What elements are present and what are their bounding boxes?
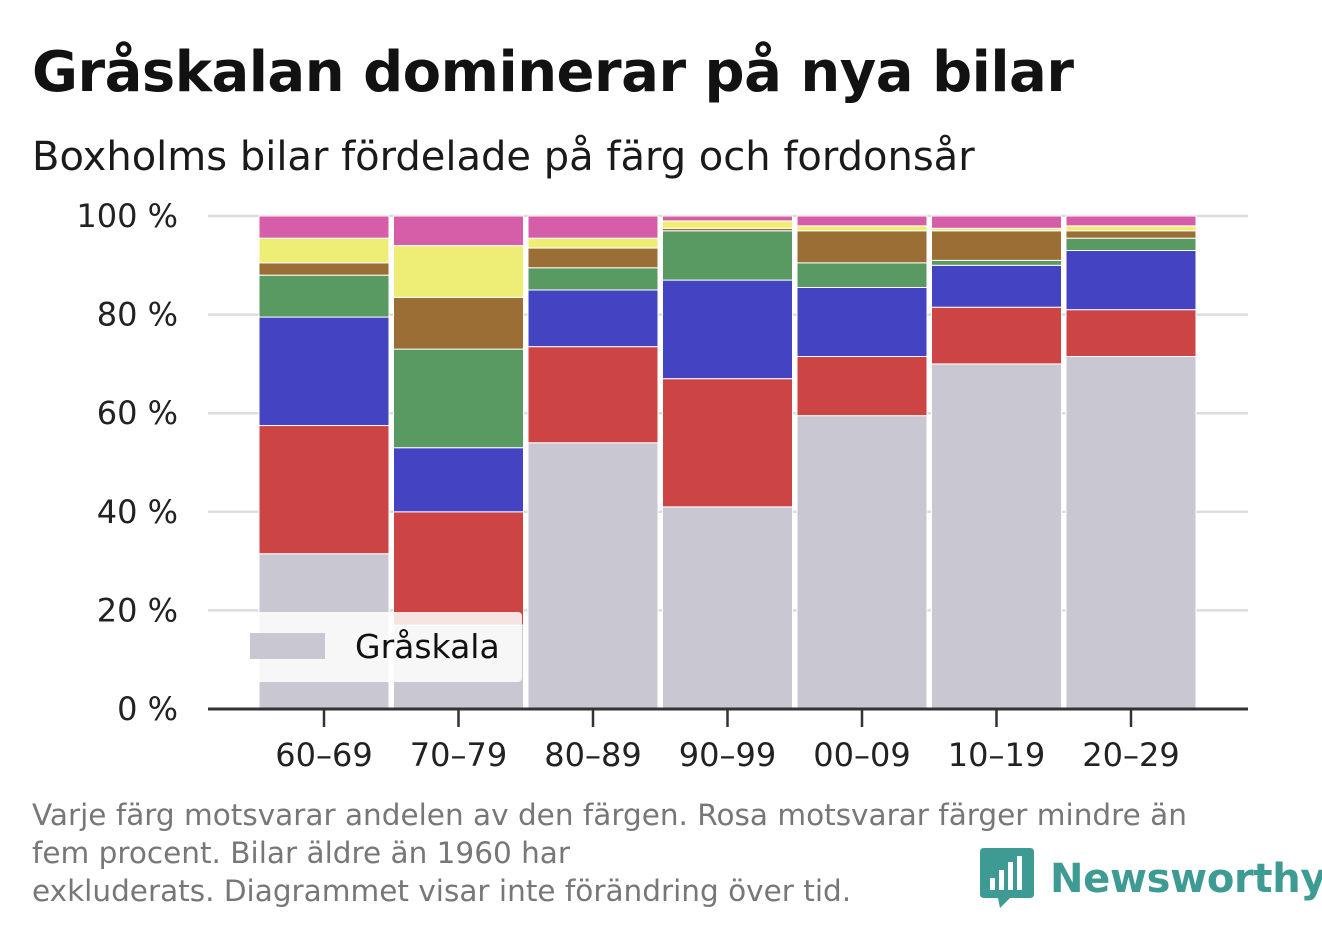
bar-segment [1065, 356, 1197, 710]
bar-segment [527, 247, 659, 269]
bar-segment [1065, 225, 1197, 232]
x-tick-label: 60–69 [275, 736, 372, 774]
x-tick-label: 90–99 [679, 736, 776, 774]
bar-segment [393, 215, 524, 247]
bar-segment [796, 415, 928, 710]
bar-segment [393, 511, 524, 626]
y-tick-label: 80 % [97, 296, 178, 334]
bar-segment [796, 230, 928, 264]
legend: Gråskala [230, 612, 522, 682]
bar-segment [796, 356, 928, 417]
legend-swatch-graskala [250, 633, 325, 659]
bar-segment [527, 289, 659, 348]
bar-segment [1065, 215, 1197, 227]
newsworthy-logo: Newsworthy [980, 848, 1322, 910]
bar-segment [931, 264, 1062, 308]
x-tick-label: 70–79 [410, 736, 507, 774]
bar-segment [393, 348, 524, 449]
bar-segment [527, 442, 659, 710]
newsworthy-logo-icon [980, 848, 1034, 908]
x-axis-tick-labels: 60–69 70–79 80–89 90–99 00–09 10–19 20–29 [275, 736, 1179, 774]
bar-segment [931, 215, 1062, 229]
bar-segment [258, 262, 390, 276]
bar-segment [931, 306, 1062, 365]
bar-segment [1065, 309, 1197, 358]
bar-segment [527, 215, 659, 239]
bar-segment [258, 316, 390, 427]
y-tick-label: 100 % [76, 197, 178, 235]
stacked-bar-chart: 0 % 20 % 40 % 60 % 80 % 100 % 60–69 70–79 80–89… [76, 197, 1248, 774]
footnote-line-1: Varje färg motsvarar andelen av den färg… [32, 798, 1187, 832]
y-tick-label: 20 % [97, 591, 178, 629]
bar-segment [796, 225, 928, 232]
y-tick-label: 0 % [117, 690, 178, 728]
y-tick-label: 40 % [97, 493, 178, 531]
chart-subtitle: Boxholms bilar fördelade på färg och for… [32, 134, 975, 180]
bar-segment [393, 296, 524, 350]
y-axis-tick-labels: 0 % 20 % 40 % 60 % 80 % 100 % [76, 197, 178, 728]
bar-segment [527, 237, 659, 249]
bar-segment [662, 230, 793, 281]
legend-label-graskala: Gråskala [355, 627, 500, 666]
x-tick-label: 80–89 [544, 736, 641, 774]
bar-segment [527, 346, 659, 444]
bar-segment [258, 425, 390, 555]
bar-segment [796, 262, 928, 288]
logo-text: Newsworthy [1050, 856, 1322, 902]
bar-segment [258, 237, 390, 264]
bar-segment [796, 215, 928, 227]
x-tick-label: 00–09 [813, 736, 910, 774]
footnote-line-2: fem procent. Bilar äldre än 1960 har [32, 836, 571, 870]
bar-segment [527, 267, 659, 291]
bar-segment [393, 447, 524, 513]
bar-segment [931, 230, 1062, 261]
y-tick-label: 60 % [97, 394, 178, 432]
bar-segment [662, 506, 793, 710]
x-tick-label: 20–29 [1082, 736, 1179, 774]
bar-segment [393, 245, 524, 298]
bar-segment [931, 363, 1062, 710]
x-axis [208, 707, 1248, 727]
bar-segment [662, 215, 793, 222]
bar-segment [662, 378, 793, 508]
bar-segment [662, 220, 793, 229]
bar-segment [1065, 230, 1197, 239]
bar-segment [258, 274, 390, 318]
footnote-line-3: exkluderats. Diagrammet visar inte förän… [32, 874, 852, 908]
bar-segment [931, 259, 1062, 266]
bar-segment [1065, 237, 1197, 252]
legend-box [230, 612, 522, 682]
chart-title: Gråskalan dominerar på nya bilar [32, 40, 1074, 105]
bar-segment [662, 279, 793, 380]
footnote: Varje färg motsvarar andelen av den färg… [32, 796, 1272, 908]
x-tick-label: 10–19 [948, 736, 1045, 774]
bar-segment [796, 286, 928, 358]
bar-segment [258, 215, 390, 239]
bar-segment [1065, 250, 1197, 311]
